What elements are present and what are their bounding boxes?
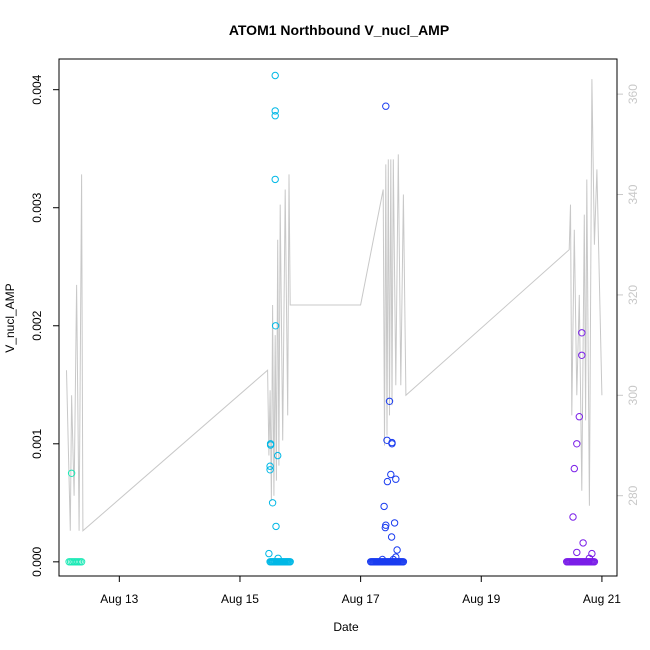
data-point <box>585 554 594 562</box>
data-point <box>578 329 586 337</box>
chart-title: ATOM1 Northbound V_nucl_AMP <box>229 22 449 38</box>
data-point <box>268 499 277 507</box>
data-point <box>271 107 279 115</box>
y-axis-label: V_nucl_AMP <box>3 283 17 352</box>
data-point <box>382 102 390 110</box>
data-point <box>274 451 282 460</box>
series-4 <box>563 329 599 566</box>
data-point <box>383 477 392 486</box>
data-point <box>381 523 389 532</box>
data-point <box>271 71 279 80</box>
data-point <box>569 513 577 521</box>
data-point <box>392 553 400 561</box>
y-tick-label: 0.004 <box>30 74 44 104</box>
x-tick-label: Aug 15 <box>221 592 259 606</box>
data-point <box>266 466 274 474</box>
data-point <box>266 462 274 470</box>
data-point <box>271 322 280 330</box>
y-tick-label: 0.000 <box>30 546 44 576</box>
data-point <box>579 539 587 547</box>
points-layer <box>65 71 599 566</box>
data-point <box>77 558 86 566</box>
data-point <box>271 175 279 184</box>
series-3 <box>367 102 408 566</box>
data-point <box>390 519 399 527</box>
y2-tick-label: 300 <box>626 385 640 405</box>
data-point <box>393 546 401 554</box>
y2-tick-label: 360 <box>626 84 640 104</box>
data-point <box>385 397 394 405</box>
axes-layer: Aug 13 Aug 15 Aug 17 Aug 19 Aug 21 0.000 0.001… <box>30 74 640 606</box>
data-point <box>271 112 279 120</box>
y2-tick-label: 320 <box>626 285 640 305</box>
data-point <box>573 440 581 448</box>
data-point <box>573 548 581 557</box>
x-tick-label: Aug 17 <box>342 592 380 606</box>
y-tick-label: 0.003 <box>30 192 44 222</box>
data-point <box>378 555 387 564</box>
y2-tick-label: 280 <box>626 485 640 505</box>
series-1 <box>65 469 86 566</box>
data-point <box>578 351 586 359</box>
data-point <box>272 522 280 531</box>
x-tick-label: Aug 13 <box>100 592 138 606</box>
x-axis-label: Date <box>333 620 359 634</box>
data-point <box>570 464 578 473</box>
data-point <box>575 413 583 421</box>
data-point <box>274 554 282 562</box>
data-point <box>387 533 396 541</box>
x-tick-label: Aug 21 <box>583 592 621 606</box>
data-point <box>590 558 599 566</box>
plot-frame <box>58 58 618 577</box>
data-point <box>67 469 76 477</box>
y2-tick-label: 340 <box>626 184 640 204</box>
data-point <box>392 475 400 483</box>
data-point <box>380 502 388 511</box>
data-point <box>286 558 294 566</box>
data-point <box>389 555 397 564</box>
data-point <box>387 470 395 479</box>
x-tick-label: Aug 19 <box>462 592 500 606</box>
data-point <box>399 558 408 566</box>
y-tick-label: 0.001 <box>30 428 44 458</box>
series-2 <box>265 71 294 566</box>
data-point <box>266 441 275 449</box>
data-point <box>388 440 396 448</box>
data-point <box>265 549 273 558</box>
y-tick-label: 0.002 <box>30 310 44 340</box>
